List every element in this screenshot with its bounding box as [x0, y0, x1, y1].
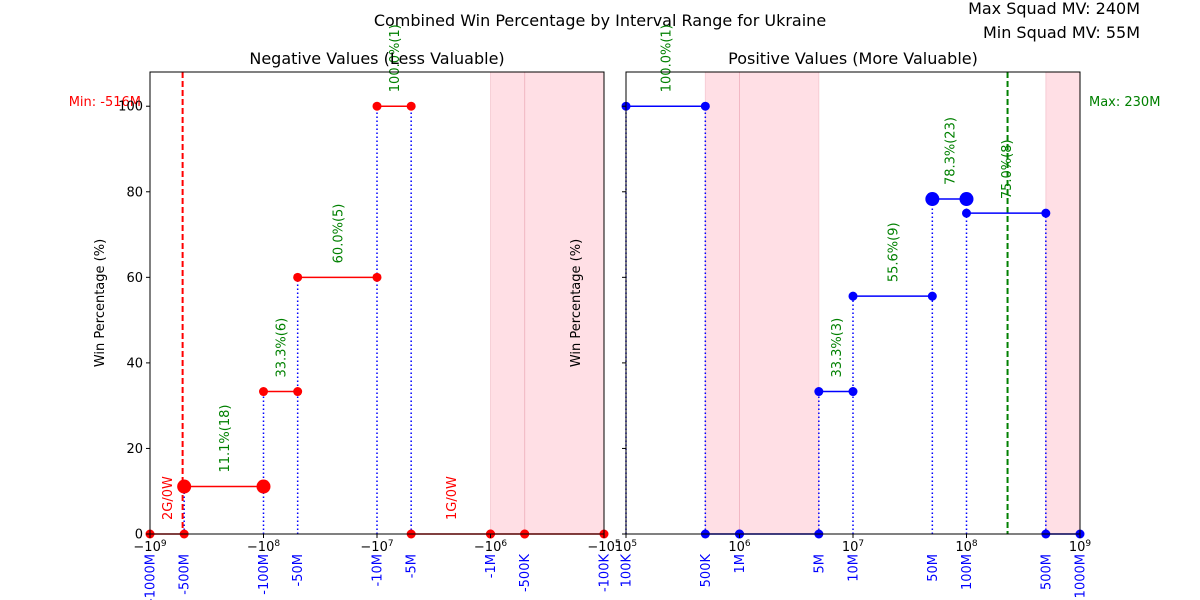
- interval-tick-label: 50M: [926, 554, 941, 582]
- segment-start-marker: [848, 291, 858, 301]
- chart-panels: Min: -516M 2G/0W 11.1%(18) 33.3%(6) 60.0%(5)…: [69, 24, 1161, 600]
- segment-annotation: 60.0%(5): [331, 204, 346, 264]
- y-tick-label: 100: [118, 100, 143, 115]
- segment-annotation: 100.0%(1): [660, 24, 675, 92]
- reference-line-label: Max: 230M: [1089, 95, 1160, 110]
- panel-title: Negative Values (Less Valuable): [249, 49, 504, 68]
- y-tick-label: 40: [126, 356, 143, 371]
- interval-tick-label: 100M: [960, 554, 975, 590]
- y-tick-label: 60: [126, 271, 143, 286]
- chart-panel-negative: Min: -516M 2G/0W 11.1%(18) 33.3%(6) 60.0%(5)…: [69, 24, 621, 600]
- segment-start-marker: [925, 192, 940, 207]
- x-tick-label: −105: [587, 539, 620, 555]
- segment-end-marker: [256, 479, 271, 494]
- interval-tick-label: -500K: [518, 554, 533, 593]
- segment-annotation: 33.3%(6): [275, 318, 290, 378]
- x-tick-label: −106: [474, 539, 507, 555]
- reference-line-label: Min: -516M: [69, 95, 141, 110]
- segment-annotation: 2G/0W: [161, 476, 176, 520]
- x-tick-label: −108: [247, 539, 280, 555]
- segment-start-marker: [962, 208, 971, 218]
- figure-suptitle: Combined Win Percentage by Interval Rang…: [374, 11, 826, 30]
- x-tick-label: 107: [842, 539, 864, 555]
- y-tick-label: 80: [126, 185, 143, 200]
- segment-annotation: 78.3%(23): [943, 117, 958, 185]
- interval-tick-label: 5M: [812, 554, 827, 574]
- x-tick-label: 106: [728, 539, 751, 555]
- segment-annotation: 33.3%(3): [830, 318, 845, 378]
- segment-start-marker: [814, 387, 824, 397]
- segment-annotation: 75.0%(8): [1000, 139, 1015, 199]
- chart-panel-positive: Max: 230M 100.0%(1) 33.3%(3) 55.6%(9) 78.3%(…: [569, 24, 1160, 598]
- segment-end-marker: [1041, 208, 1051, 218]
- y-tick-label: 0: [135, 528, 143, 543]
- segment-end-marker: [293, 387, 303, 397]
- shaded-range-band: [524, 71, 605, 535]
- interval-tick-label: 1000M: [1074, 554, 1089, 598]
- shaded-range-band: [1045, 71, 1081, 535]
- interval-tick-label: -100K: [598, 554, 613, 593]
- interval-tick-label: 500M: [1039, 554, 1054, 590]
- shaded-range-band: [739, 71, 820, 535]
- segment-annotation: 11.1%(18): [218, 405, 233, 473]
- interval-tick-label: -10M: [371, 554, 386, 586]
- y-axis-label: Win Percentage (%): [93, 239, 108, 367]
- segment-annotation: 55.6%(9): [887, 222, 902, 282]
- segment-end-marker: [959, 192, 974, 207]
- interval-tick-label: 500K: [699, 554, 714, 588]
- segment-end-marker: [927, 291, 937, 301]
- interval-tick-label: -100M: [257, 554, 272, 595]
- interval-tick-label: -50M: [291, 554, 306, 586]
- x-tick-label: −109: [133, 539, 166, 555]
- y-tick-label: 20: [126, 442, 143, 457]
- x-tick-label: 109: [1069, 539, 1092, 555]
- segment-annotation: 100.0%(1): [388, 24, 403, 92]
- segment-end-marker: [372, 272, 382, 282]
- segment-end-marker: [406, 101, 416, 111]
- y-axis-label: Win Percentage (%): [569, 239, 584, 367]
- min-squad-mv-label: Min Squad MV: 55M: [983, 23, 1140, 42]
- segment-annotation: 1G/0W: [445, 476, 460, 520]
- x-tick-label: −107: [360, 539, 393, 555]
- shaded-range-band: [490, 71, 526, 535]
- segment-start-marker: [259, 387, 268, 397]
- interval-tick-label: -500M: [178, 554, 193, 595]
- panel-title: Positive Values (More Valuable): [728, 49, 978, 68]
- shaded-range-band: [704, 71, 740, 535]
- segment-start-marker: [177, 479, 192, 494]
- interval-tick-label: 10M: [847, 554, 862, 582]
- max-squad-mv-label: Max Squad MV: 240M: [968, 0, 1140, 18]
- interval-tick-label: 100K: [620, 554, 635, 588]
- segment-end-marker: [848, 387, 858, 397]
- x-tick-label: 105: [615, 539, 637, 555]
- segment-start-marker: [293, 272, 303, 282]
- segment-end-marker: [700, 101, 710, 111]
- interval-tick-label: -1M: [484, 554, 499, 578]
- interval-tick-label: 1M: [733, 554, 748, 574]
- interval-tick-label: -1000M: [144, 554, 159, 600]
- x-tick-label: 108: [955, 539, 978, 555]
- segment-start-marker: [372, 101, 382, 111]
- interval-tick-label: -5M: [405, 554, 420, 578]
